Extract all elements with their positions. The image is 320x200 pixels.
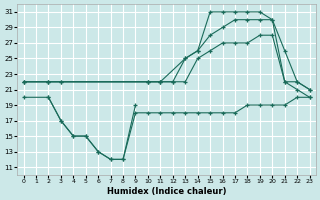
X-axis label: Humidex (Indice chaleur): Humidex (Indice chaleur)	[107, 187, 226, 196]
